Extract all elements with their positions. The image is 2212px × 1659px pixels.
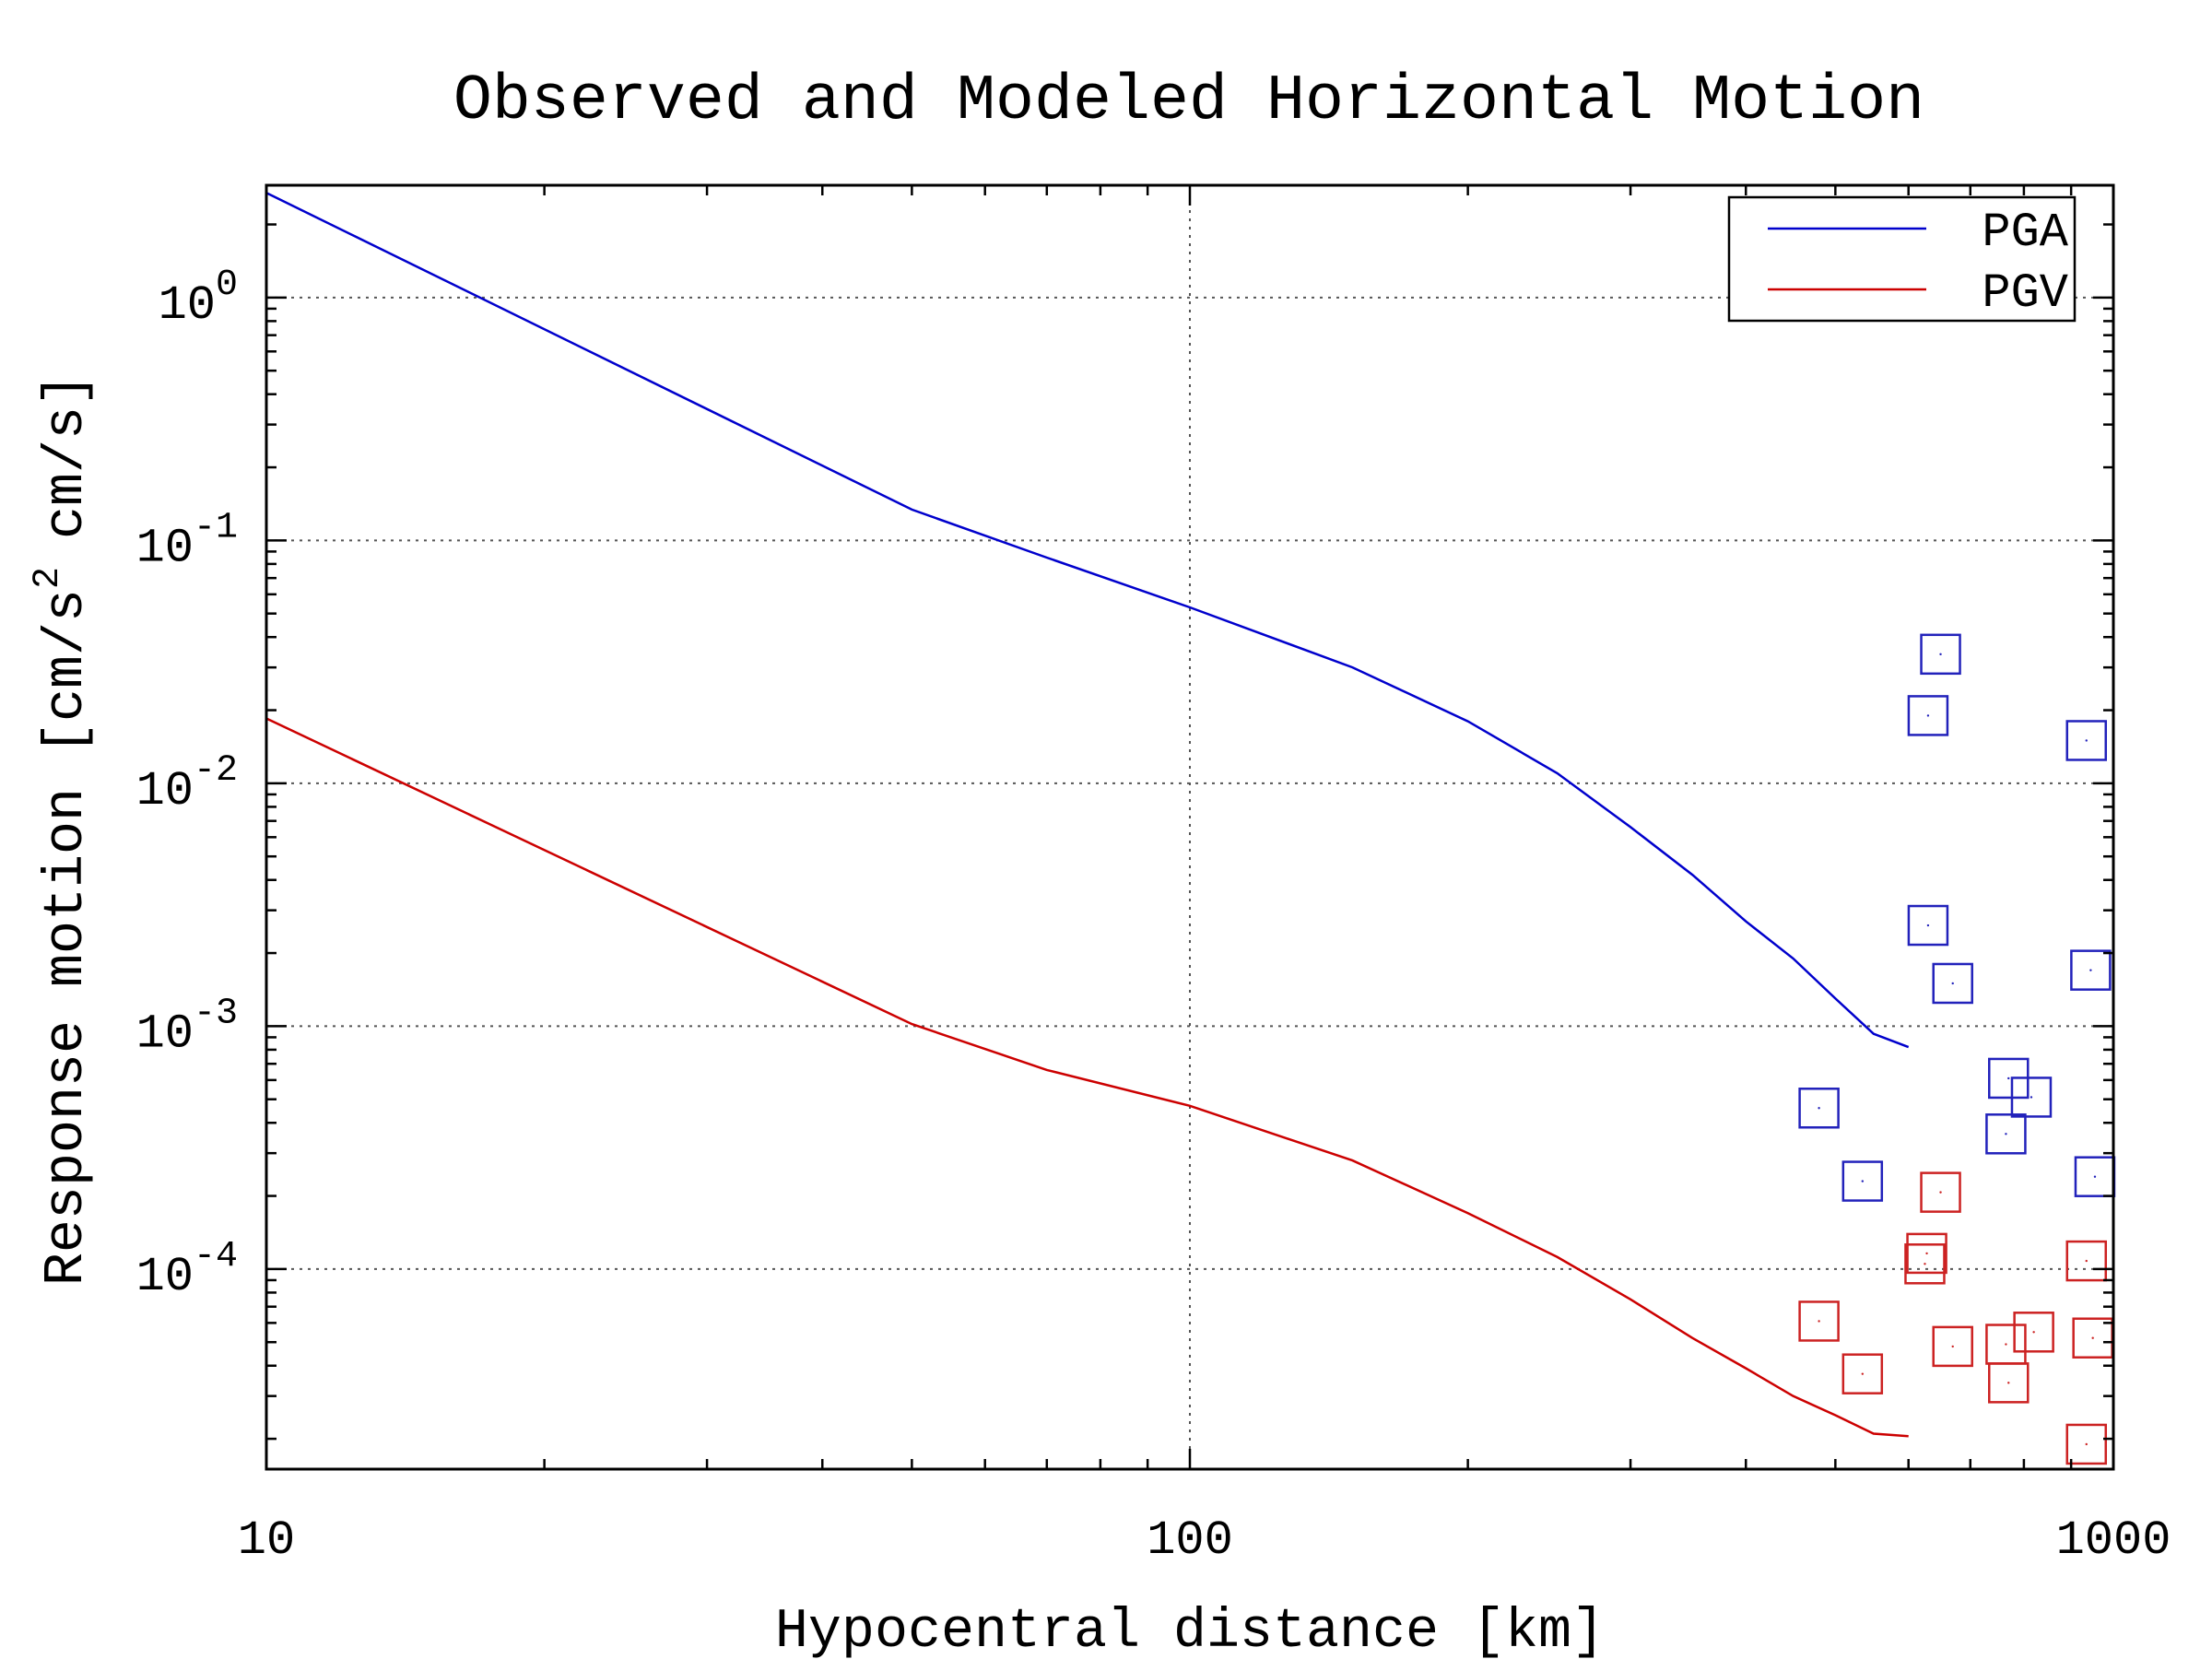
y-tick-label: 100 — [159, 265, 238, 333]
observed-point-center — [1924, 1263, 1926, 1265]
y-tick-labels: 100 10-1 10-2 10-3 10-4 — [136, 265, 238, 1304]
observed-point-pga — [1932, 962, 1973, 1005]
observed-point-pgv — [1841, 1353, 1884, 1394]
observed-point-center — [2093, 1175, 2097, 1178]
x-axis-label: Hypocentral distance [km] — [775, 1601, 1605, 1659]
observed-point-center — [1818, 1107, 1820, 1110]
observed-point-center — [1818, 1320, 1820, 1323]
observed-point-center — [1926, 924, 1930, 927]
y-tick-label: 10-4 — [136, 1236, 238, 1304]
legend-label-pga: PGA — [1982, 206, 2068, 260]
x-tick-label: 1000 — [2056, 1513, 2171, 1568]
observed-point-pgv — [1988, 1362, 2030, 1404]
observed-point-center — [2085, 1442, 2088, 1446]
y-axis-label-end: cm/s] — [36, 373, 99, 539]
observed-point-center — [2007, 1382, 2010, 1384]
observed-point-pga — [1841, 1160, 1884, 1202]
chart-title: Observed and Modeled Horizontal Motion — [453, 65, 1924, 138]
x-tick-label: 10 — [238, 1513, 295, 1568]
observed-point-pgv — [2065, 1240, 2108, 1282]
observed-point-center — [2085, 1259, 2088, 1263]
observed-point-center — [2085, 739, 2088, 742]
observed-point-center — [1951, 982, 1954, 985]
observed-point-center — [2089, 969, 2092, 971]
observed-point-center — [1939, 653, 1942, 656]
y-tick-label: 10-2 — [136, 750, 238, 818]
axis-ticks — [265, 185, 2115, 1469]
observed-point-pgv — [1920, 1171, 1961, 1213]
observed-point-center — [1951, 1345, 1954, 1348]
observed-point-pgv — [1932, 1325, 1973, 1368]
observed-point-center — [2032, 1331, 2035, 1334]
observed-point-pga — [1798, 1087, 1840, 1129]
observed-point-center — [1939, 1191, 1942, 1194]
observed-point-center — [2005, 1343, 2007, 1346]
legend-box — [1727, 195, 2077, 323]
y-axis-label: Response motion [cm/s2 cm/s] — [28, 373, 99, 1286]
observed-point-pgv — [2065, 1423, 2108, 1465]
observed-point-pga — [2065, 720, 2108, 761]
observed-point-center — [1861, 1180, 1865, 1182]
observed-point-pgv — [1906, 1232, 1947, 1275]
legend: PGA PGV — [1727, 195, 2077, 323]
series-lines — [265, 192, 1910, 1438]
observed-markers — [1798, 633, 2116, 1465]
observed-point-pgv — [2013, 1312, 2054, 1353]
observed-point-pgv — [1904, 1243, 1946, 1285]
observed-point-pga — [2010, 1077, 2053, 1118]
y-axis-label-main: Response motion [cm/s — [36, 589, 99, 1286]
observed-point-center — [1925, 1252, 1928, 1255]
x-tick-label: 100 — [1147, 1513, 1233, 1568]
observed-point-center — [2007, 1077, 2010, 1080]
observed-point-center — [2005, 1133, 2007, 1135]
observed-point-pgv — [1798, 1300, 1840, 1342]
observed-point-center — [2091, 1336, 2094, 1339]
y-axis-label-sup: 2 — [28, 567, 69, 589]
series-line-pga — [265, 192, 1910, 1049]
observed-point-pga — [1907, 904, 1949, 947]
observed-point-center — [1861, 1372, 1865, 1375]
y-tick-label: 10-3 — [136, 993, 238, 1061]
observed-point-center — [1926, 714, 1930, 717]
legend-label-pgv: PGV — [1982, 266, 2068, 321]
observed-point-center — [2030, 1096, 2033, 1099]
series-line-pgv — [265, 717, 1909, 1438]
grid — [266, 185, 2113, 1469]
y-tick-label: 10-1 — [136, 507, 238, 575]
observed-point-pga — [1920, 633, 1961, 676]
observed-point-pga — [1985, 1113, 2027, 1155]
observed-point-pga — [2070, 949, 2112, 991]
x-tick-labels: 10 100 1000 — [238, 1513, 2171, 1568]
observed-point-pga — [1907, 695, 1949, 736]
